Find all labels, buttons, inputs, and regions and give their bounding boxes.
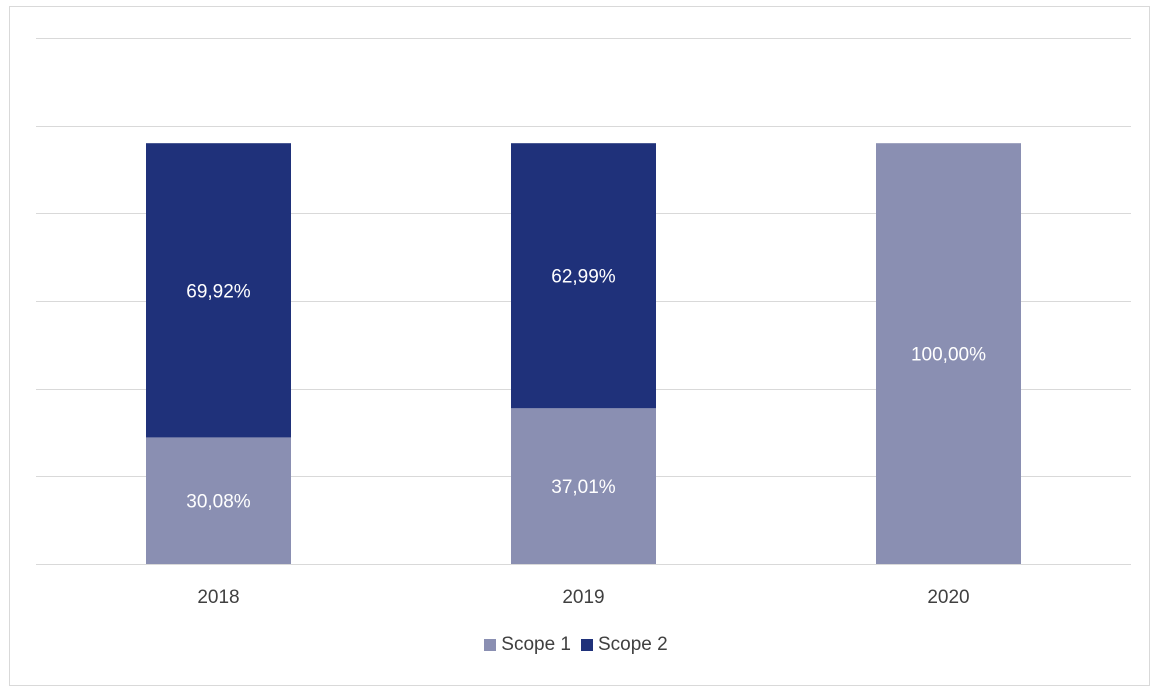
data-label: 62,99% xyxy=(551,267,616,288)
legend-swatch-scope-2 xyxy=(581,639,593,651)
legend-item-scope-1: Scope 1 xyxy=(484,634,571,656)
bar-scope-2-2018 xyxy=(146,143,291,438)
data-label: 37,01% xyxy=(551,477,616,498)
x-tick-label: 2020 xyxy=(927,587,969,608)
bar-scope-1-2019 xyxy=(511,408,656,564)
bar-scope-2-2019 xyxy=(511,143,656,409)
bar-scope-1-2020 xyxy=(876,143,1021,564)
x-tick-label: 2019 xyxy=(562,587,604,608)
legend-label-scope-2: Scope 2 xyxy=(598,634,668,655)
data-label: 69,92% xyxy=(186,281,251,302)
bar-scope-1-2018 xyxy=(146,437,291,564)
legend-item-scope-2: Scope 2 xyxy=(581,634,668,656)
legend-label-scope-1: Scope 1 xyxy=(501,634,571,655)
legend-swatch-scope-1 xyxy=(484,639,497,651)
data-label: 100,00% xyxy=(911,345,986,366)
x-tick-label: 2018 xyxy=(197,587,239,608)
data-label: 30,08% xyxy=(186,492,251,513)
legend: Scope 1 Scope 2 xyxy=(0,634,1152,656)
